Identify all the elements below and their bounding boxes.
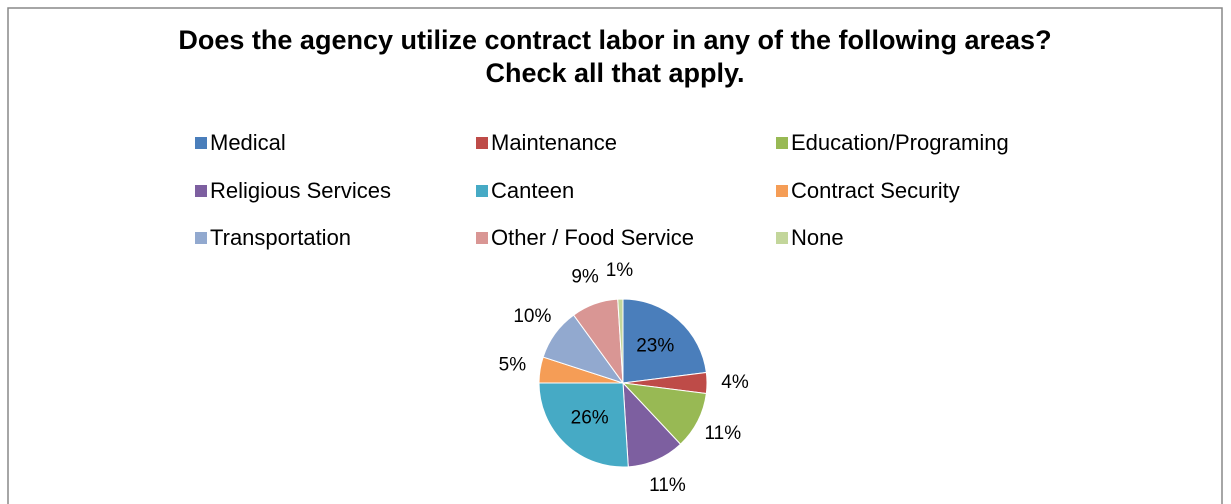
value-label: 11%: [704, 423, 741, 444]
legend-swatch: [776, 185, 788, 197]
legend-label: Maintenance: [491, 130, 617, 155]
pie-slice: [538, 382, 629, 468]
pie-slice: [617, 298, 624, 384]
value-label: 26%: [571, 408, 609, 429]
legend-label: Education/Programing: [791, 130, 1009, 155]
value-label: 4%: [721, 372, 749, 393]
legend-swatch: [476, 232, 488, 244]
legend-label: Other / Food Service: [491, 225, 694, 250]
legend-swatch: [476, 137, 488, 149]
legend-swatch: [195, 137, 207, 149]
value-label: 23%: [636, 335, 674, 356]
legend-swatch: [195, 185, 207, 197]
chart-title: Does the agency utilize contract labor i…: [178, 25, 1052, 88]
chart-border: [7, 7, 1223, 504]
pie-slice: [622, 298, 707, 384]
legend-label: Contract Security: [791, 178, 960, 203]
value-label: 10%: [513, 306, 551, 327]
value-label: 11%: [649, 475, 686, 496]
legend-label: Religious Services: [210, 178, 391, 203]
legend-label: Canteen: [491, 178, 574, 203]
legend-swatch: [776, 232, 788, 244]
legend-swatch: [476, 185, 488, 197]
legend-swatch: [776, 137, 788, 149]
legend-label: Transportation: [210, 225, 351, 250]
value-label: 9%: [571, 267, 599, 288]
legend-label: Medical: [210, 130, 286, 155]
legend-swatch: [195, 232, 207, 244]
value-label: 1%: [606, 260, 634, 281]
value-label: 5%: [499, 354, 527, 375]
legend-label: None: [791, 225, 844, 250]
